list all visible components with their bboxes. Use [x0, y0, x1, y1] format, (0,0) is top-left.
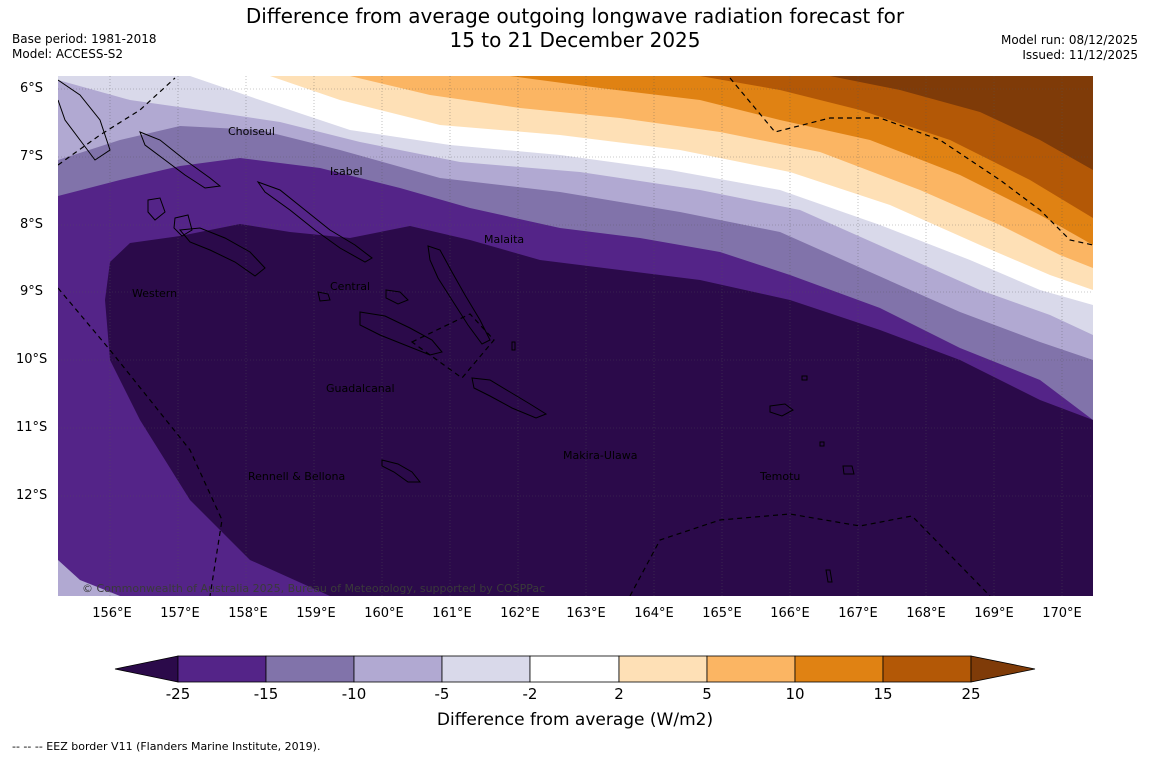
lon-label: 160°E: [364, 606, 404, 621]
lon-label: 161°E: [432, 606, 472, 621]
colorbar-extend-high: [970, 655, 1036, 683]
island-guadalcanal: [359, 311, 443, 356]
lon-label: 164°E: [634, 606, 674, 621]
colorbar-tick: -2: [522, 685, 538, 703]
lat-label: 7°S: [20, 149, 44, 164]
lat-label: 11°S: [16, 420, 48, 435]
base-period: Base period: 1981-2018: [12, 32, 157, 46]
copyright: © Commonwealth of Australia 2025, Bureau…: [82, 582, 545, 595]
label-temotu: Temotu: [759, 470, 800, 483]
island-anuta: [819, 441, 825, 447]
label-isabel: Isabel: [330, 165, 363, 178]
colorbar-seg-4: [441, 655, 531, 683]
island-utupua: [842, 465, 855, 475]
island-choiseul: [139, 131, 222, 189]
eez-border-png: [410, 313, 495, 379]
lon-label: 166°E: [770, 606, 810, 621]
lon-label: 158°E: [228, 606, 268, 621]
island-rennell: [381, 459, 422, 483]
island-bougainville: [58, 79, 111, 161]
map-area: Choiseul Isabel Malaita Western Central …: [58, 76, 1093, 596]
colorbar-tick: 15: [873, 685, 893, 703]
eez-footnote: -- -- -- EEZ border V11 (Flanders Marine…: [12, 740, 321, 753]
colorbar-tick: 2: [614, 685, 624, 703]
place-labels: Choiseul Isabel Malaita Western Central …: [132, 125, 800, 483]
lon-label: 165°E: [702, 606, 742, 621]
colorbar-extend-low: [114, 655, 179, 683]
label-central: Central: [330, 280, 370, 293]
colorbar-seg-3: [353, 655, 443, 683]
island-tikopia: [825, 569, 833, 583]
model-run: Model run: 08/12/2025: [1000, 33, 1138, 47]
island-small-1: [511, 341, 516, 351]
meta-right: Model run: 08/12/2025 Issued: 11/12/2025: [1001, 33, 1138, 63]
island-florida: [385, 289, 409, 305]
colorbar-seg-5: [529, 655, 620, 683]
label-malaita: Malaita: [484, 233, 524, 246]
chart-title: Difference from average outgoing longwav…: [0, 4, 1150, 52]
lat-label: 8°S: [20, 217, 44, 232]
lat-label: 10°S: [16, 352, 48, 367]
eez-border-south: [629, 513, 991, 596]
band-purple-deep: [105, 224, 1093, 596]
lat-label: 6°S: [20, 81, 44, 96]
lon-label: 157°E: [160, 606, 200, 621]
label-western: Western: [132, 287, 177, 300]
island-makira: [471, 377, 548, 419]
lon-label: 156°E: [92, 606, 132, 621]
colorbar-seg-8: [794, 655, 884, 683]
lon-label: 167°E: [838, 606, 878, 621]
coastlines: [58, 79, 855, 583]
title-line-1: Difference from average outgoing longwav…: [245, 4, 905, 28]
label-makira: Makira-Ulawa: [563, 449, 637, 462]
issued-date: Issued: 11/12/2025: [1022, 48, 1138, 62]
island-isabel: [256, 180, 373, 263]
eez-border-west: [58, 287, 223, 596]
eez-border-north-west: [58, 77, 176, 166]
label-choiseul: Choiseul: [228, 125, 275, 138]
label-guadalcanal: Guadalcanal: [326, 382, 395, 395]
island-new-georgia: [179, 227, 266, 277]
colorbar-tick: -15: [253, 685, 279, 703]
lat-label: 9°S: [20, 284, 44, 299]
colorbar-tick: -25: [165, 685, 191, 703]
lon-label: 159°E: [296, 606, 336, 621]
island-santa-cruz: [769, 403, 794, 417]
island-russell: [317, 291, 331, 302]
colorbar-seg-2: [265, 655, 355, 683]
model-name: Model: ACCESS-S2: [12, 47, 124, 61]
colorbar-label: Difference from average (W/m2): [436, 710, 714, 730]
island-vella: [173, 214, 193, 237]
colorbar-tick: 10: [785, 685, 805, 703]
colorbar-seg-1: [177, 655, 267, 683]
colorbar-seg-9: [882, 655, 972, 683]
label-rennell: Rennell & Bellona: [248, 470, 345, 483]
colorbar-tick: 25: [961, 685, 981, 703]
island-small-2: [801, 375, 808, 381]
colorbar-seg-6: [618, 655, 708, 683]
colorbar-tick: -10: [341, 685, 367, 703]
colorbar-seg-7: [706, 655, 796, 683]
lat-label: 12°S: [16, 488, 48, 503]
lon-label: 162°E: [500, 606, 540, 621]
eez-borders: [58, 77, 1093, 596]
island-malaita: [427, 245, 491, 345]
colorbar-tick: -5: [434, 685, 450, 703]
title-line-2: 15 to 21 December 2025: [449, 28, 701, 52]
lon-label: 168°E: [906, 606, 946, 621]
eez-border-north-east: [729, 77, 1093, 246]
meta-left: Base period: 1981-2018 Model: ACCESS-S2: [12, 32, 157, 62]
colorbar-tick: 5: [702, 685, 712, 703]
lon-label: 163°E: [566, 606, 606, 621]
island-western-small: [147, 197, 166, 221]
lon-label: 169°E: [974, 606, 1014, 621]
colorbar: [114, 655, 1036, 683]
lon-label: 170°E: [1042, 606, 1082, 621]
